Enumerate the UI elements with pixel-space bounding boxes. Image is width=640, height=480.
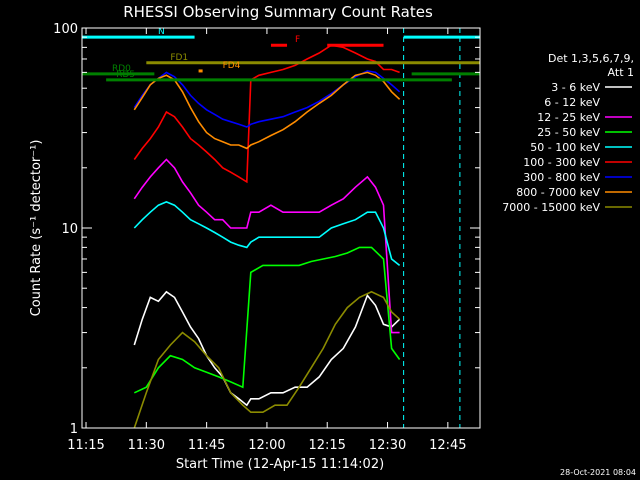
- x-tick-label: 12:30: [369, 438, 406, 453]
- series-line: [133, 290, 401, 407]
- legend-header-line1: Det 1,3,5,6,7,9,: [548, 52, 634, 65]
- annotation-label: FD4: [223, 61, 241, 71]
- annotation-label: N: [158, 27, 165, 37]
- x-tick-label: 11:30: [128, 438, 165, 453]
- y-axis-label: Count Rate (s⁻¹ detector⁻¹): [29, 140, 44, 317]
- x-tick-label: 12:15: [308, 438, 345, 453]
- series-line: [133, 246, 401, 394]
- series-line: [149, 92, 401, 320]
- legend-header-line2: Att 1: [608, 66, 634, 79]
- chart-title: RHESSI Observing Summary Count Rates: [123, 3, 433, 21]
- plot-clip-group: [82, 28, 480, 428]
- annotation-label: FD1: [170, 53, 188, 63]
- y-tick-label: 100: [53, 22, 78, 37]
- legend-entry-label: 3 - 6 keV: [551, 81, 600, 94]
- y-tick-label: 10: [61, 222, 78, 237]
- plot-frame: [81, 27, 481, 429]
- y-tick-label: 1: [70, 422, 78, 437]
- legend-entry-label: 6 - 12 keV: [544, 96, 600, 109]
- x-tick-label: 12:00: [248, 438, 285, 453]
- footer-date: 28-Oct-2021 08:04: [560, 468, 636, 477]
- legend-entry-label: 50 - 100 keV: [530, 141, 600, 154]
- series-line: [133, 158, 400, 334]
- annotation-label: F: [295, 35, 300, 45]
- legend-entry-label: 25 - 50 keV: [537, 126, 600, 139]
- legend-entry-label: 12 - 25 keV: [537, 111, 600, 124]
- annotation-label: RD0: [112, 64, 131, 74]
- series-line: [133, 70, 401, 128]
- series-line: [133, 290, 401, 428]
- x-tick-label: 11:15: [67, 438, 104, 453]
- legend: Det 1,3,5,6,7,9, Att 1 3 - 6 keV 6 - 12 k…: [502, 52, 634, 214]
- legend-entry-label: 7000 - 15000 keV: [502, 201, 600, 214]
- legend-entry-label: 100 - 300 keV: [523, 156, 600, 169]
- annotation-label: RD5: [116, 70, 135, 80]
- series-line: [133, 44, 400, 184]
- x-tick-label: 11:45: [188, 438, 225, 453]
- x-tick-label: 12:45: [429, 438, 466, 453]
- series-line: [133, 201, 401, 267]
- legend-entry-label: 800 - 7000 keV: [516, 186, 600, 199]
- legend-entry-label: 300 - 800 keV: [523, 171, 600, 184]
- x-axis-label: Start Time (12-Apr-15 11:14:02): [176, 457, 384, 472]
